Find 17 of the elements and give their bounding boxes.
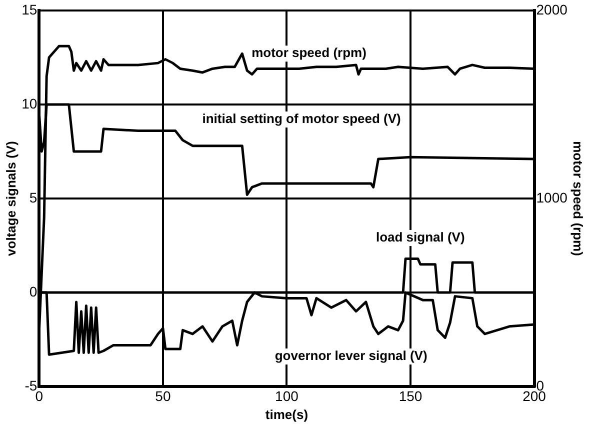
- y-tick-label: -5: [24, 377, 38, 394]
- y-tick-label: 15: [22, 1, 38, 18]
- series-label: motor speed (rpm): [252, 45, 366, 60]
- series-label: load signal (V): [376, 230, 465, 245]
- x-tick-label: 150: [398, 388, 422, 404]
- y2-axis-title: motor speed (rpm): [570, 141, 586, 256]
- y-tick-label: 0: [29, 283, 38, 300]
- y-tick-label: 10: [22, 95, 38, 112]
- series-label: initial setting of motor speed (V): [202, 111, 401, 126]
- y2-tick-label: 2000: [536, 1, 568, 18]
- series-label: governor lever signal (V): [274, 348, 428, 364]
- x-tick-label: 100: [275, 388, 299, 404]
- x-axis-title: time(s): [265, 406, 308, 422]
- y-tick-label: 5: [29, 189, 38, 206]
- y2-tick-label: 1000: [536, 189, 568, 206]
- x-tick-label: 50: [155, 388, 171, 404]
- y-axis-title: voltage signals (V): [3, 141, 18, 256]
